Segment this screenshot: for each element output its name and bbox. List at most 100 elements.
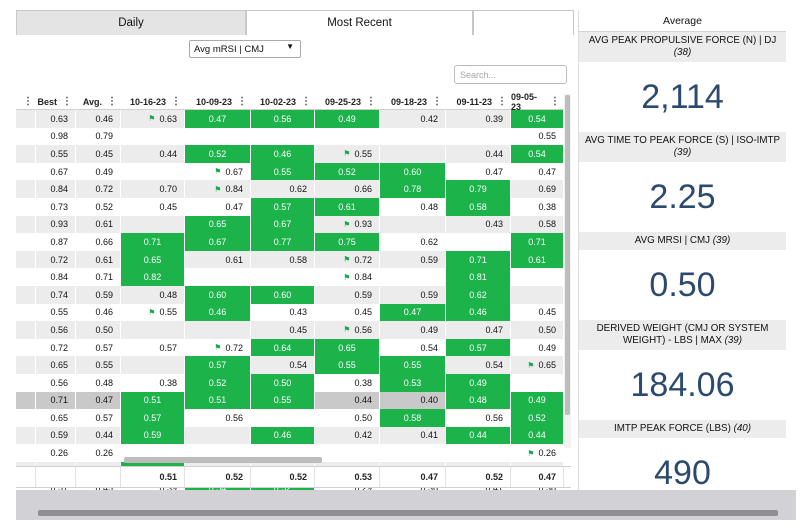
table-cell: 0.55 (380, 356, 446, 374)
kebab-menu-icon[interactable]: ⋮ (432, 96, 442, 107)
table-cell: 0.58 (251, 250, 315, 269)
table-cell: 0.44 (315, 391, 380, 410)
table-row[interactable]: 0.72 0.61 0.65 0.61 0.58 ⚑ 0.72 0.59 0.71 0.61 (16, 250, 564, 269)
flag-icon: ⚑ (148, 307, 156, 317)
table-cell (315, 444, 380, 462)
column-header-label: 10-02-23 (259, 96, 296, 107)
search-row (16, 65, 574, 91)
column-header[interactable]: 09-18-23 ⋮ (380, 94, 446, 109)
cell-value: 0.62 (469, 289, 487, 300)
table-cell (446, 127, 511, 146)
metric-dropdown[interactable]: Avg mRSI | CMJ ▼ (189, 40, 301, 58)
table-cell: 0.53 (380, 373, 446, 392)
table-cell: 0.58 (446, 197, 511, 216)
table-row[interactable]: 0.84 0.71 0.82 ⚑ 0.84 0.81 (16, 268, 564, 286)
stat-label: AVG PEAK PROPULSIVE FORCE (N) | DJ (38) (579, 32, 786, 62)
cell-value: 0.45 (538, 307, 556, 318)
cell-value: 0.46 (95, 113, 113, 124)
tab-daily[interactable]: Daily (16, 10, 246, 35)
cell-value: 0.41 (485, 483, 503, 494)
cell-value: 0.65 (50, 412, 68, 423)
table-row[interactable]: 0.65 0.55 0.57 0.54 0.55 0.55 0.54 ⚑ 0.65 (16, 356, 564, 374)
column-header-label: Best (37, 96, 57, 107)
kebab-menu-icon[interactable]: ⋮ (301, 96, 311, 107)
table-row[interactable]: 0.71 0.47 0.51 0.51 0.55 0.44 0.40 0.48 0.49 (16, 391, 564, 410)
column-header[interactable]: 09-11-23 ⋮ (446, 94, 511, 109)
table-cell: 0.48 (380, 197, 446, 216)
table-row[interactable]: 0.93 0.61 0.65 0.67 ⚑ 0.93 0.43 0.58 (16, 215, 564, 234)
column-header[interactable]: 09-25-23 ⋮ (315, 94, 380, 109)
kebab-menu-icon[interactable]: ⋮ (497, 96, 507, 107)
table-row[interactable]: 0.98 0.79 0.55 (16, 127, 564, 146)
table-cell: 0.52 (185, 145, 251, 163)
table-row[interactable]: 0.72 0.57 0.57 ⚑ 0.72 0.64 0.65 0.54 0.57 0.49 (16, 338, 564, 357)
column-menu[interactable]: ⋮ (16, 94, 36, 109)
table-cell: 0.54 (380, 338, 446, 357)
kebab-menu-icon[interactable]: ⋮ (171, 96, 181, 107)
column-header[interactable]: Best ⋮ (36, 94, 76, 109)
table-cell: 0.55 (36, 145, 76, 163)
metric-dropdown-value: Avg mRSI | CMJ (194, 43, 264, 55)
cell-value: 0.57 (95, 412, 113, 423)
kebab-menu-icon[interactable]: ⋮ (366, 96, 376, 107)
tab-most-recent[interactable]: Most Recent (246, 10, 473, 35)
column-header[interactable]: 09-05-23 ⋮ (511, 92, 564, 112)
table-cell (185, 127, 251, 146)
cell-value: 0.71 (95, 272, 113, 283)
table-row[interactable]: 0.55 0.46 ⚑ 0.55 0.46 0.43 0.45 0.47 0.46 0.45 (16, 303, 564, 322)
table-row[interactable]: 0.63 0.46 ⚑ 0.63 0.47 0.56 0.49 0.42 0.39 0.54 (16, 110, 564, 128)
cell-value: 0.84 (50, 184, 68, 195)
table-row[interactable]: 0.55 0.45 0.44 0.52 0.46 ⚑ 0.55 0.44 0.54 (16, 145, 564, 163)
table-cell: 0.45 (76, 145, 121, 163)
kebab-menu-icon[interactable]: ⋮ (62, 96, 72, 107)
column-header[interactable]: Avg. ⋮ (76, 94, 121, 109)
cell-value: 0.47 (208, 113, 227, 124)
table-cell: 0.48 (76, 373, 121, 392)
cell-value: 0.46 (273, 430, 292, 441)
cell-value: 0.60 (208, 289, 227, 300)
table-row[interactable]: 0.84 0.72 0.70 ⚑ 0.84 0.62 0.66 0.78 0.79 0.69 (16, 180, 564, 198)
row-marker (16, 426, 36, 445)
bottom-scrollbar-thumb[interactable] (38, 510, 778, 516)
table-row[interactable]: 0.56 0.50 0.45 ⚑ 0.56 0.49 0.47 0.50 (16, 321, 564, 339)
table-cell: 0.52 (185, 373, 251, 392)
cell-value: 0.53 (403, 377, 422, 388)
chevron-down-icon: ▼ (286, 42, 294, 51)
table-row[interactable]: 0.67 0.49 ⚑ 0.67 0.55 0.52 0.60 0.47 0.47 (16, 162, 564, 181)
vertical-scrollbar[interactable] (564, 94, 571, 448)
search-input[interactable] (454, 65, 567, 84)
table-row[interactable]: 0.87 0.66 0.71 0.67 0.77 0.75 0.62 0.71 (16, 233, 564, 251)
cell-value: 0.63 (50, 113, 68, 124)
cell-value: 0.47 (485, 324, 503, 335)
kebab-menu-icon[interactable]: ⋮ (23, 96, 33, 107)
horizontal-scrollbar-thumb[interactable] (124, 457, 322, 463)
column-header[interactable]: 10-02-23 ⋮ (251, 94, 315, 109)
table-row[interactable]: 0.59 0.44 0.59 0.46 0.42 0.41 0.44 0.44 (16, 426, 564, 445)
table-row[interactable]: 0.26 0.26 ⚑ 0.26 (16, 444, 564, 462)
kebab-menu-icon[interactable]: ⋮ (237, 96, 247, 107)
column-header[interactable]: 10-16-23 ⋮ (121, 94, 185, 109)
tab-extra[interactable] (473, 10, 574, 35)
table-cell (511, 285, 564, 304)
cell-value: 0.65 (538, 360, 556, 371)
cell-value: 0.26 (50, 448, 68, 459)
table-cell: ⚑ 0.63 (121, 110, 185, 128)
table-row[interactable]: 0.73 0.52 0.45 0.47 0.57 0.61 0.48 0.58 0.38 (16, 197, 564, 216)
kebab-menu-icon[interactable]: ⋮ (107, 96, 117, 107)
row-marker (16, 391, 36, 410)
data-table: ⋮ Best ⋮ Avg. ⋮ 10-16-23 ⋮ 10-09-23 ⋮ 10-02-23 ⋮ 09… (16, 92, 564, 498)
table-row[interactable]: 0.65 0.57 0.57 0.56 0.50 0.58 0.56 0.52 (16, 409, 564, 427)
column-header[interactable]: 10-09-23 ⋮ (185, 94, 251, 109)
table-cell: 0.52 (315, 162, 380, 181)
table-row[interactable]: 0.74 0.59 0.48 0.60 0.60 0.59 0.59 0.62 (16, 285, 564, 304)
table-cell: 0.26 (76, 444, 121, 462)
table-cell: 0.45 (315, 303, 380, 322)
table-row[interactable]: 0.56 0.48 0.38 0.52 0.50 0.38 0.53 0.49 (16, 373, 564, 392)
kebab-menu-icon[interactable]: ⋮ (550, 96, 560, 107)
table-cell: 0.65 (36, 409, 76, 427)
table-cell (511, 268, 564, 286)
cell-value: 0.58 (403, 412, 422, 423)
cell-value: 0.56 (354, 324, 372, 335)
cell-value: 0.55 (338, 360, 356, 371)
vertical-scrollbar-thumb[interactable] (565, 95, 570, 415)
